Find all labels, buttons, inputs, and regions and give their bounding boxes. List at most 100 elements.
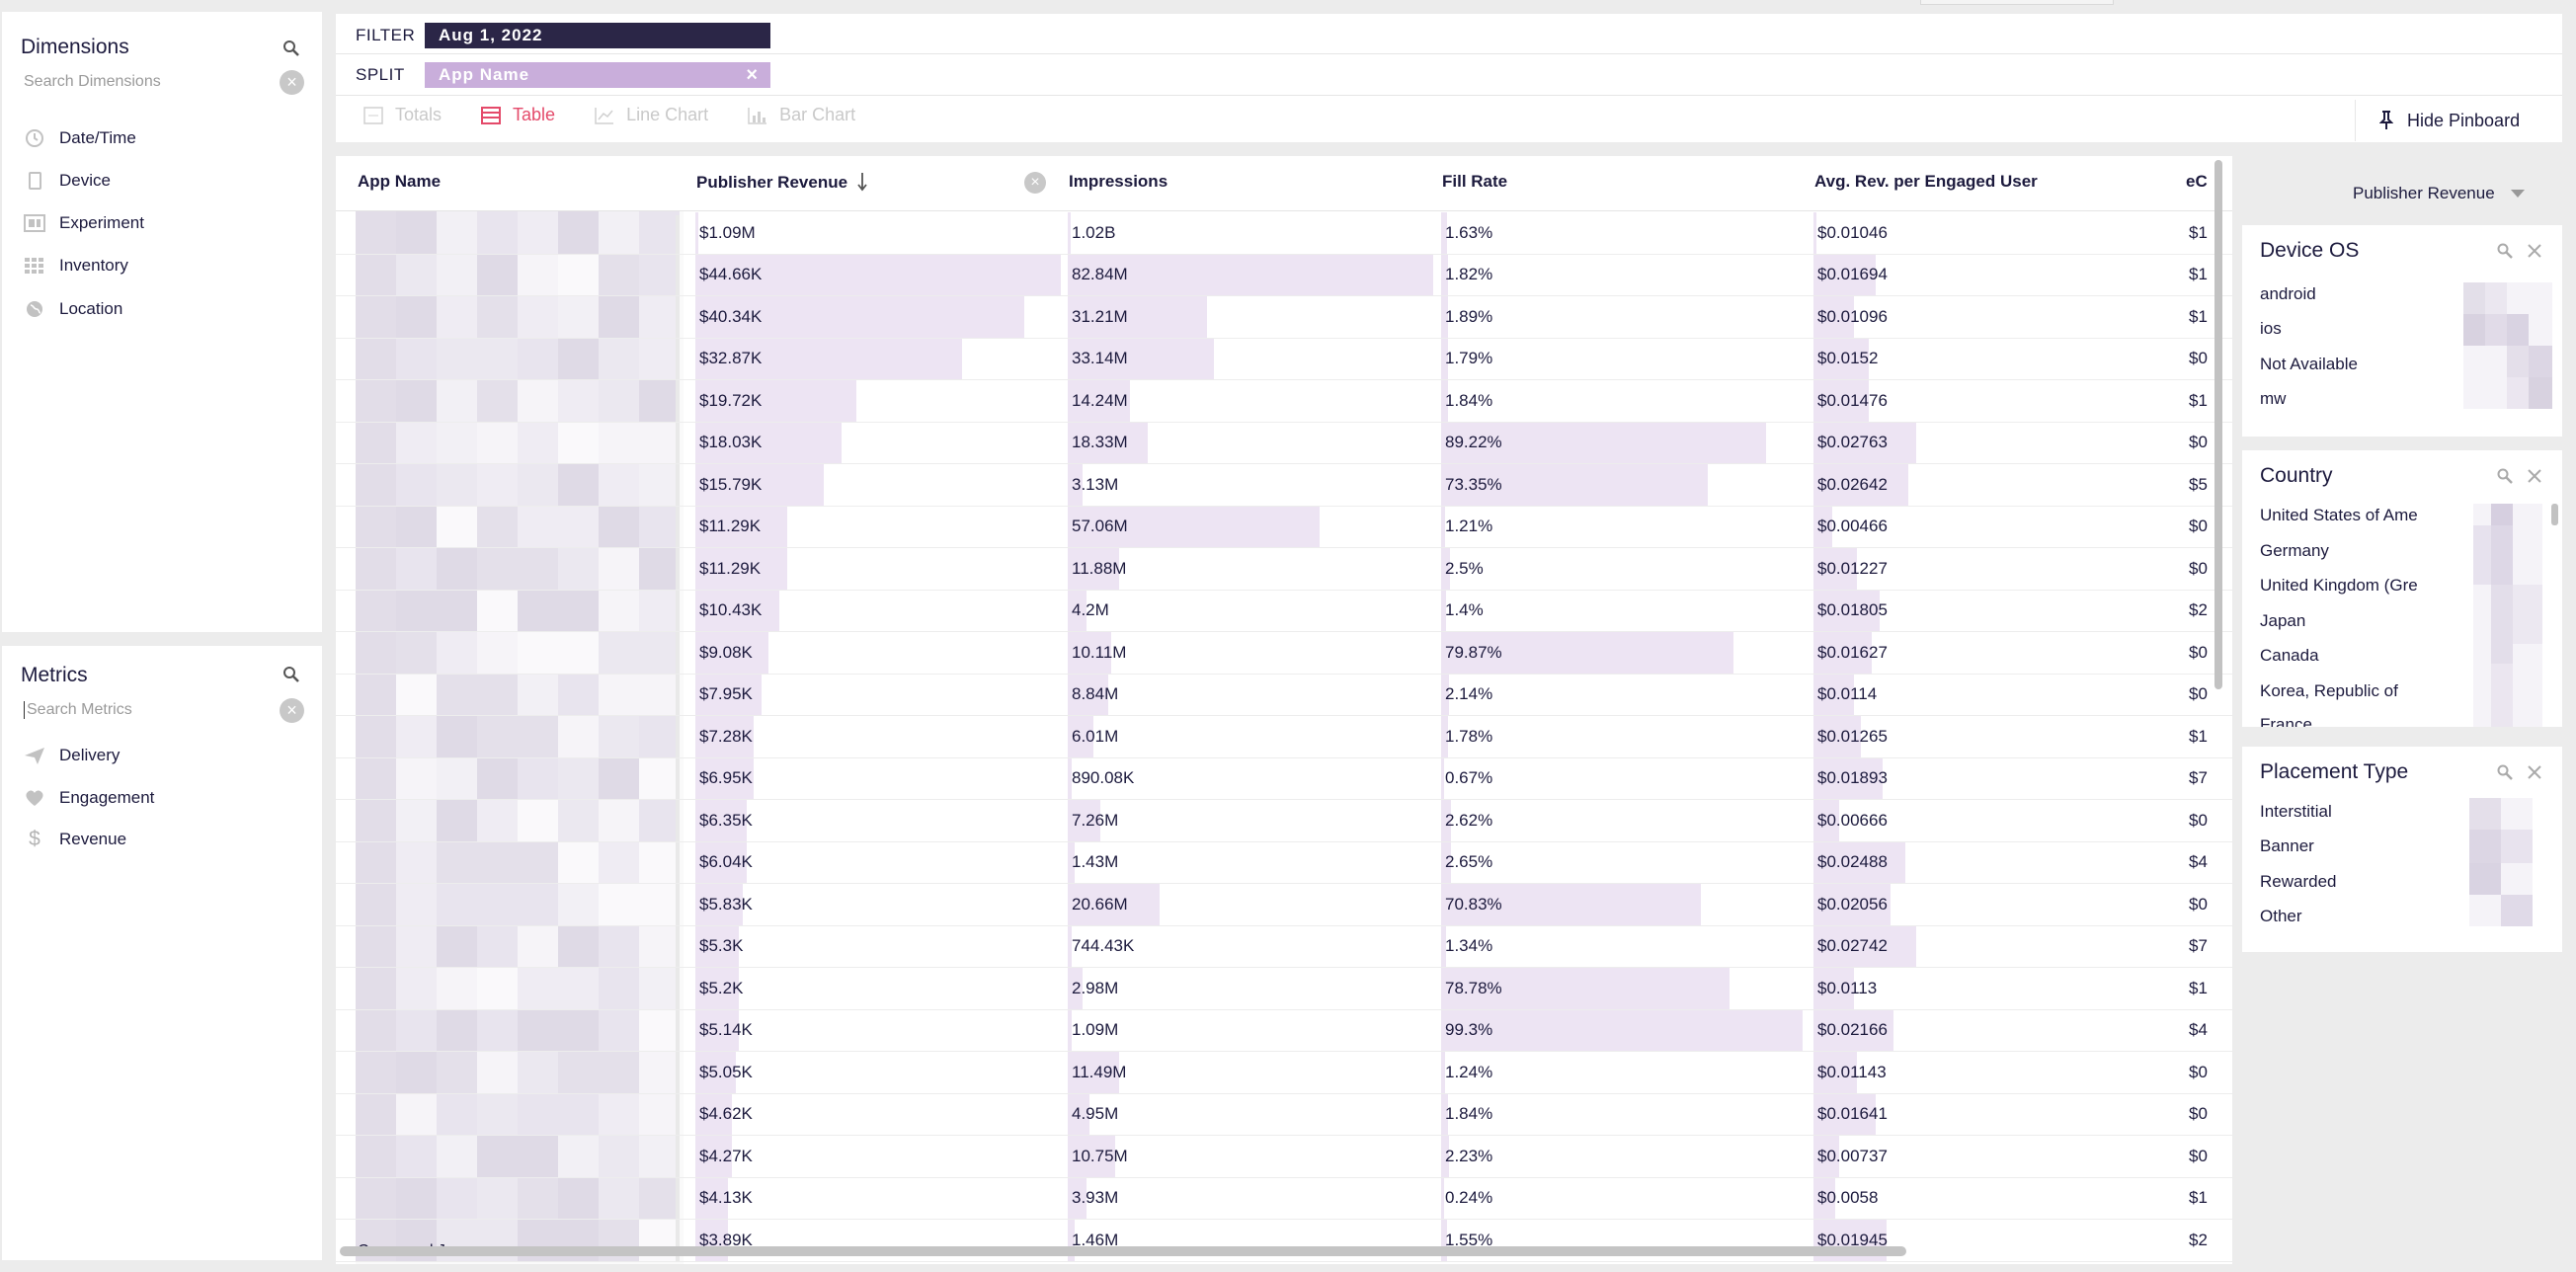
pin-card-scrollbar[interactable] [2551, 504, 2558, 525]
pin-item[interactable]: Japan [2260, 611, 2306, 630]
table-cell: 1.78% [1441, 716, 1807, 757]
pin-item[interactable]: ios [2260, 319, 2282, 338]
table-row[interactable]: $32.87K 33.14M 1.79% $0.0152 $0 [336, 338, 2232, 380]
horizontal-scrollbar[interactable] [340, 1246, 1906, 1256]
column-header-app-name[interactable]: App Name [358, 172, 442, 191]
search-dimensions-input[interactable]: Search Dimensions [24, 73, 161, 90]
vertical-scrollbar[interactable] [2214, 160, 2222, 689]
hide-pinboard-button[interactable]: Hide Pinboard [2355, 100, 2562, 141]
metric-item-delivery[interactable]: Delivery [24, 742, 120, 769]
table-row[interactable]: $5.05K 11.49M 1.24% $0.01143 $0 [336, 1052, 2232, 1094]
search-icon[interactable] [282, 40, 300, 57]
column-header-fill-rate[interactable]: Fill Rate [1442, 172, 1508, 191]
table-row[interactable]: $5.2K 2.98M 78.78% $0.0113 $1 [336, 968, 2232, 1010]
clear-search-icon[interactable]: × [280, 698, 304, 723]
cell-value: 2.62% [1445, 810, 1493, 830]
filter-split-bar: FILTER Aug 1, 2022 SPLIT App Name × Tota… [336, 14, 2562, 142]
dimension-item-inventory[interactable]: Inventory [24, 252, 128, 279]
table-row[interactable]: $6.35K 7.26M 2.62% $0.00666 $0 [336, 800, 2232, 842]
table-row[interactable]: $5.14K 1.09M 99.3% $0.02166 $4 [336, 1009, 2232, 1052]
search-icon[interactable] [2497, 243, 2513, 259]
pin-item[interactable]: Banner [2260, 836, 2314, 855]
pin-item[interactable]: Other [2260, 907, 2302, 925]
pin-item[interactable]: Korea, Republic of [2260, 681, 2398, 700]
metric-item-revenue[interactable]: $ Revenue [24, 826, 126, 853]
close-icon[interactable] [2527, 243, 2542, 259]
table-row[interactable]: $4.27K 10.75M 2.23% $0.00737 $0 [336, 1136, 2232, 1178]
tab-totals[interactable]: Totals [363, 105, 442, 125]
redacted-app-name [639, 1008, 680, 1052]
table-row[interactable]: $19.72K 14.24M 1.84% $0.01476 $1 [336, 380, 2232, 423]
tab-line-chart[interactable]: Line Chart [595, 105, 708, 125]
clear-search-icon[interactable]: × [280, 70, 304, 95]
split-pill[interactable]: App Name × [425, 62, 770, 88]
table-row[interactable]: $15.79K 3.13M 73.35% $0.02642 $5 [336, 464, 2232, 507]
search-icon[interactable] [282, 666, 300, 683]
pin-item[interactable]: Germany [2260, 541, 2329, 560]
pin-item[interactable]: Rewarded [2260, 872, 2337, 891]
metric-item-engagement[interactable]: Engagement [24, 784, 154, 812]
table-row[interactable]: $5.3K 744.43K 1.34% $0.02742 $7 [336, 925, 2232, 968]
pinboard-measure-select[interactable]: Publisher Revenue [2353, 184, 2525, 203]
dimensions-title: Dimensions [21, 36, 129, 58]
column-header-impressions[interactable]: Impressions [1069, 172, 1168, 191]
value-bar [1813, 800, 1839, 841]
table-row[interactable]: $5.83K 20.66M 70.83% $0.02056 $0 [336, 884, 2232, 926]
dimension-item-datetime[interactable]: Date/Time [24, 124, 136, 152]
table-row[interactable]: $1.09M 1.02B 1.63% $0.01046 $1 [336, 212, 2232, 255]
table-row[interactable]: $18.03K 18.33M 89.22% $0.02763 $0 [336, 422, 2232, 464]
cell-value: 57.06M [1072, 517, 1128, 536]
table-row[interactable]: $10.43K 4.2M 1.4% $0.01805 $2 [336, 590, 2232, 632]
search-icon[interactable] [2497, 468, 2513, 484]
cell-value: 20.66M [1072, 894, 1128, 914]
tab-table[interactable]: Table [481, 105, 555, 125]
search-metrics-input[interactable]: Search Metrics [24, 701, 132, 719]
pin-item[interactable]: android [2260, 284, 2316, 303]
pin-item[interactable]: United States of Ame [2260, 506, 2418, 524]
remove-sort-icon[interactable]: × [1024, 172, 1046, 194]
tab-bar-chart[interactable]: Bar Chart [748, 105, 855, 125]
table-row[interactable]: $6.04K 1.43M 2.65% $0.02488 $4 [336, 841, 2232, 884]
close-icon[interactable] [2527, 468, 2542, 484]
table-row[interactable]: $4.13K 3.93M 0.24% $0.0058 $1 [336, 1177, 2232, 1220]
cell-value: $0 [2189, 642, 2208, 662]
filter-pill[interactable]: Aug 1, 2022 [425, 23, 770, 48]
pin-item[interactable]: mw [2260, 389, 2287, 408]
pin-item[interactable]: Interstitial [2260, 802, 2332, 821]
dimension-item-location[interactable]: Location [24, 295, 122, 323]
table-cell: $0.01627 [1813, 632, 2179, 674]
metrics-panel: Metrics Search Metrics × Delivery Engage… [2, 646, 322, 1260]
table-row[interactable]: $4.62K 4.95M 1.84% $0.01641 $0 [336, 1093, 2232, 1136]
cell-value: $0.01476 [1817, 390, 1888, 410]
redacted-app-name [518, 756, 558, 800]
pin-item[interactable]: United Kingdom (Gre [2260, 576, 2418, 595]
pin-item[interactable]: Not Available [2260, 355, 2358, 373]
table-row[interactable]: $9.08K 10.11M 79.87% $0.01627 $0 [336, 632, 2232, 675]
column-header-ec[interactable]: eC [2186, 172, 2208, 191]
close-icon[interactable] [2527, 764, 2542, 780]
table-row[interactable]: $7.95K 8.84M 2.14% $0.0114 $0 [336, 674, 2232, 716]
dimension-item-experiment[interactable]: Experiment [24, 209, 144, 237]
redacted-app-name [599, 1135, 639, 1177]
search-icon[interactable] [2497, 764, 2513, 780]
column-header-publisher-revenue[interactable]: Publisher Revenue [696, 172, 868, 193]
dimension-item-device[interactable]: Device [24, 167, 111, 195]
value-bar [1813, 632, 1873, 674]
table-cell: $1 [2185, 380, 2232, 422]
table-row[interactable]: $11.29K 11.88M 2.5% $0.01227 $0 [336, 548, 2232, 591]
table-row[interactable]: $6.95K 890.08K 0.67% $0.01893 $7 [336, 757, 2232, 800]
redacted-app-name [477, 505, 518, 548]
table-row[interactable]: $40.34K 31.21M 1.89% $0.01096 $1 [336, 296, 2232, 339]
value-bar [1068, 1177, 1087, 1219]
table-row[interactable]: $7.28K 6.01M 1.78% $0.01265 $1 [336, 716, 2232, 758]
table-row[interactable]: $44.66K 82.84M 1.82% $0.01694 $1 [336, 254, 2232, 296]
close-icon[interactable]: × [746, 64, 759, 86]
pin-item[interactable]: Canada [2260, 646, 2319, 665]
cell-value: 10.75M [1072, 1146, 1128, 1165]
table-cell: 1.24% [1441, 1052, 1807, 1093]
redacted-app-name [518, 421, 558, 464]
table-row[interactable]: $11.29K 57.06M 1.21% $0.00466 $0 [336, 506, 2232, 548]
cell-value: $0.01694 [1817, 265, 1888, 284]
column-header-avg-rev[interactable]: Avg. Rev. per Engaged User [1814, 172, 2038, 191]
pin-item[interactable]: France [2260, 715, 2312, 727]
